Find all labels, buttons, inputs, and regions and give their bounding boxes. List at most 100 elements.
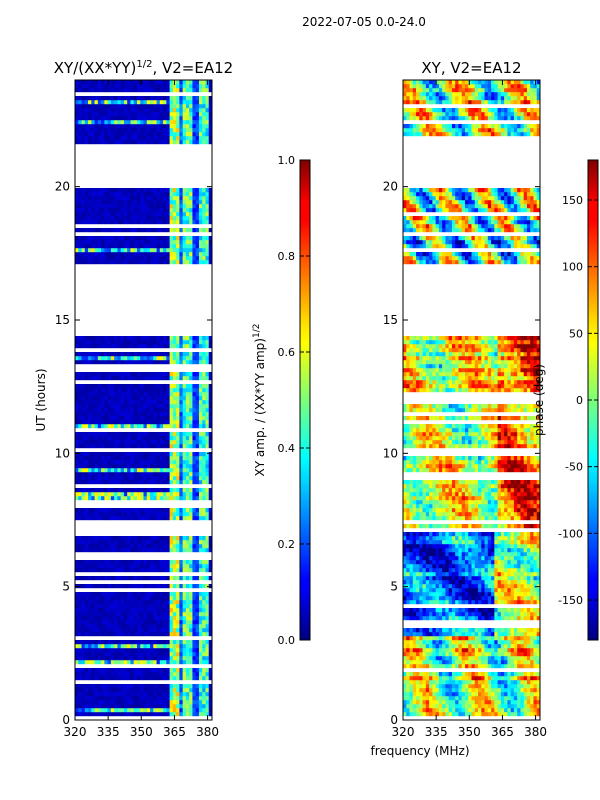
amp-colorbar-gradient: [299, 159, 311, 641]
amp-heat-cell: [192, 464, 197, 469]
amp-heat-cell: [172, 356, 177, 361]
amp-heat-cell: [166, 708, 170, 713]
amp-heat-cell: [97, 84, 102, 89]
amp-heat-cell: [120, 700, 125, 705]
amp-heat-cell: [182, 112, 187, 117]
amp-heat-cell: [208, 620, 212, 625]
amp-heat-cell: [110, 544, 115, 549]
amp-heat-cell: [143, 244, 148, 249]
amp-heat-cell: [198, 704, 203, 709]
amp-heat-cell: [172, 708, 177, 713]
amp-heat-cell: [136, 672, 141, 677]
amp-heat-cell: [94, 196, 99, 201]
amp-heat-cell: [140, 616, 144, 621]
amp-heat-cell: [189, 540, 193, 545]
amp-heat-cell: [97, 496, 102, 501]
phase-heat-cell: [504, 712, 508, 717]
amp-heat-cell: [110, 508, 115, 513]
amp-heat-cell: [104, 496, 109, 501]
amp-heat-cell: [156, 460, 161, 465]
amp-heat-cell: [127, 616, 131, 621]
amp-heat-cell: [146, 700, 151, 705]
amp-heat-cell: [185, 460, 190, 465]
amp-heat-cell: [146, 240, 151, 245]
phase-heat-cell: [504, 696, 508, 701]
amp-heat-cell: [198, 624, 203, 629]
amp-heat-cell: [133, 480, 138, 485]
amp-heat-cell: [176, 516, 180, 521]
amp-heat-cell: [153, 584, 157, 589]
amp-heat-cell: [91, 656, 95, 661]
amp-heat-cell: [208, 236, 212, 241]
amp-heat-cell: [169, 456, 174, 461]
amp-heat-cell: [114, 620, 118, 625]
amp-heat-cell: [195, 384, 200, 389]
amp-heat-cell: [130, 560, 135, 565]
phase-heat-cell: [517, 676, 521, 681]
amp-heat-cell: [205, 244, 210, 249]
amp-heat-cell: [114, 80, 118, 85]
amp-heat-cell: [120, 132, 125, 137]
phase-heat-cell: [464, 692, 469, 697]
amp-heat-cell: [159, 464, 164, 469]
amp-heat-cell: [84, 208, 89, 213]
amp-heat-cell: [156, 456, 161, 461]
amp-heat-cell: [169, 336, 174, 341]
amp-heat-cell: [75, 412, 79, 417]
amp-heat-cell: [192, 256, 197, 261]
amp-heat-cell: [179, 240, 184, 245]
amp-heat-cell: [94, 140, 99, 145]
amp-heat-cell: [202, 640, 206, 645]
amp-heat-cell: [123, 468, 128, 473]
amp-heat-cell: [123, 456, 128, 461]
amp-heat-cell: [104, 660, 109, 665]
phase-heat-cell: [438, 704, 443, 709]
amp-heat-cell: [127, 412, 131, 417]
amp-heat-cell: [179, 584, 184, 589]
amp-heat-cell: [75, 676, 79, 681]
amp-heat-cell: [182, 704, 187, 709]
amp-heat-cell: [130, 496, 135, 501]
amp-heat-cell: [101, 400, 105, 405]
amp-heat-cell: [133, 188, 138, 193]
amp-heat-cell: [208, 672, 212, 677]
amp-heat-cell: [114, 640, 118, 645]
amp-heat-cell: [153, 420, 157, 425]
amp-heat-cell: [198, 112, 203, 117]
phase-heat-cell: [487, 708, 492, 713]
amp-heat-cell: [195, 120, 200, 125]
amp-heat-cell: [146, 216, 151, 221]
amp-heat-cell: [179, 416, 184, 421]
amp-heat-cell: [153, 236, 157, 241]
amp-heat-cell: [101, 188, 105, 193]
phase-heat-cell: [416, 700, 420, 705]
amp-heat-cell: [84, 200, 89, 205]
amp-heat-cell: [198, 712, 203, 717]
amp-heat-cell: [75, 436, 79, 441]
amp-heat-cell: [166, 80, 170, 85]
phase-heat-cell: [487, 676, 492, 681]
amp-heat-cell: [195, 652, 200, 657]
amp-heat-cell: [127, 100, 131, 105]
amp-heat-cell: [205, 424, 210, 429]
amp-heat-cell: [150, 228, 154, 233]
amp-heat-cell: [130, 604, 135, 609]
amp-heat-cell: [150, 660, 154, 665]
amp-heat-cell: [84, 616, 89, 621]
amp-heat-cell: [88, 192, 92, 197]
amp-heat-cell: [136, 712, 141, 717]
amp-heat-cell: [163, 204, 167, 209]
amp-heat-cell: [110, 468, 115, 473]
amp-heat-cell: [153, 200, 157, 205]
amp-heat-cell: [156, 404, 161, 409]
amp-heat-cell: [130, 340, 135, 345]
amp-heat-cell: [114, 444, 118, 449]
amp-heat-cell: [110, 700, 115, 705]
amp-heat-cell: [75, 596, 79, 601]
amp-heat-cell: [156, 592, 161, 597]
phase-heat-cell: [533, 684, 538, 689]
amp-heat-cell: [130, 576, 135, 581]
amp-heat-cell: [91, 228, 95, 233]
amp-heat-cell: [153, 620, 157, 625]
amp-heat-cell: [208, 648, 212, 653]
